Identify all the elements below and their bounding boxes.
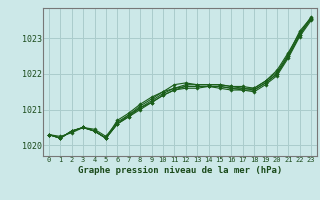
X-axis label: Graphe pression niveau de la mer (hPa): Graphe pression niveau de la mer (hPa) <box>78 166 282 175</box>
